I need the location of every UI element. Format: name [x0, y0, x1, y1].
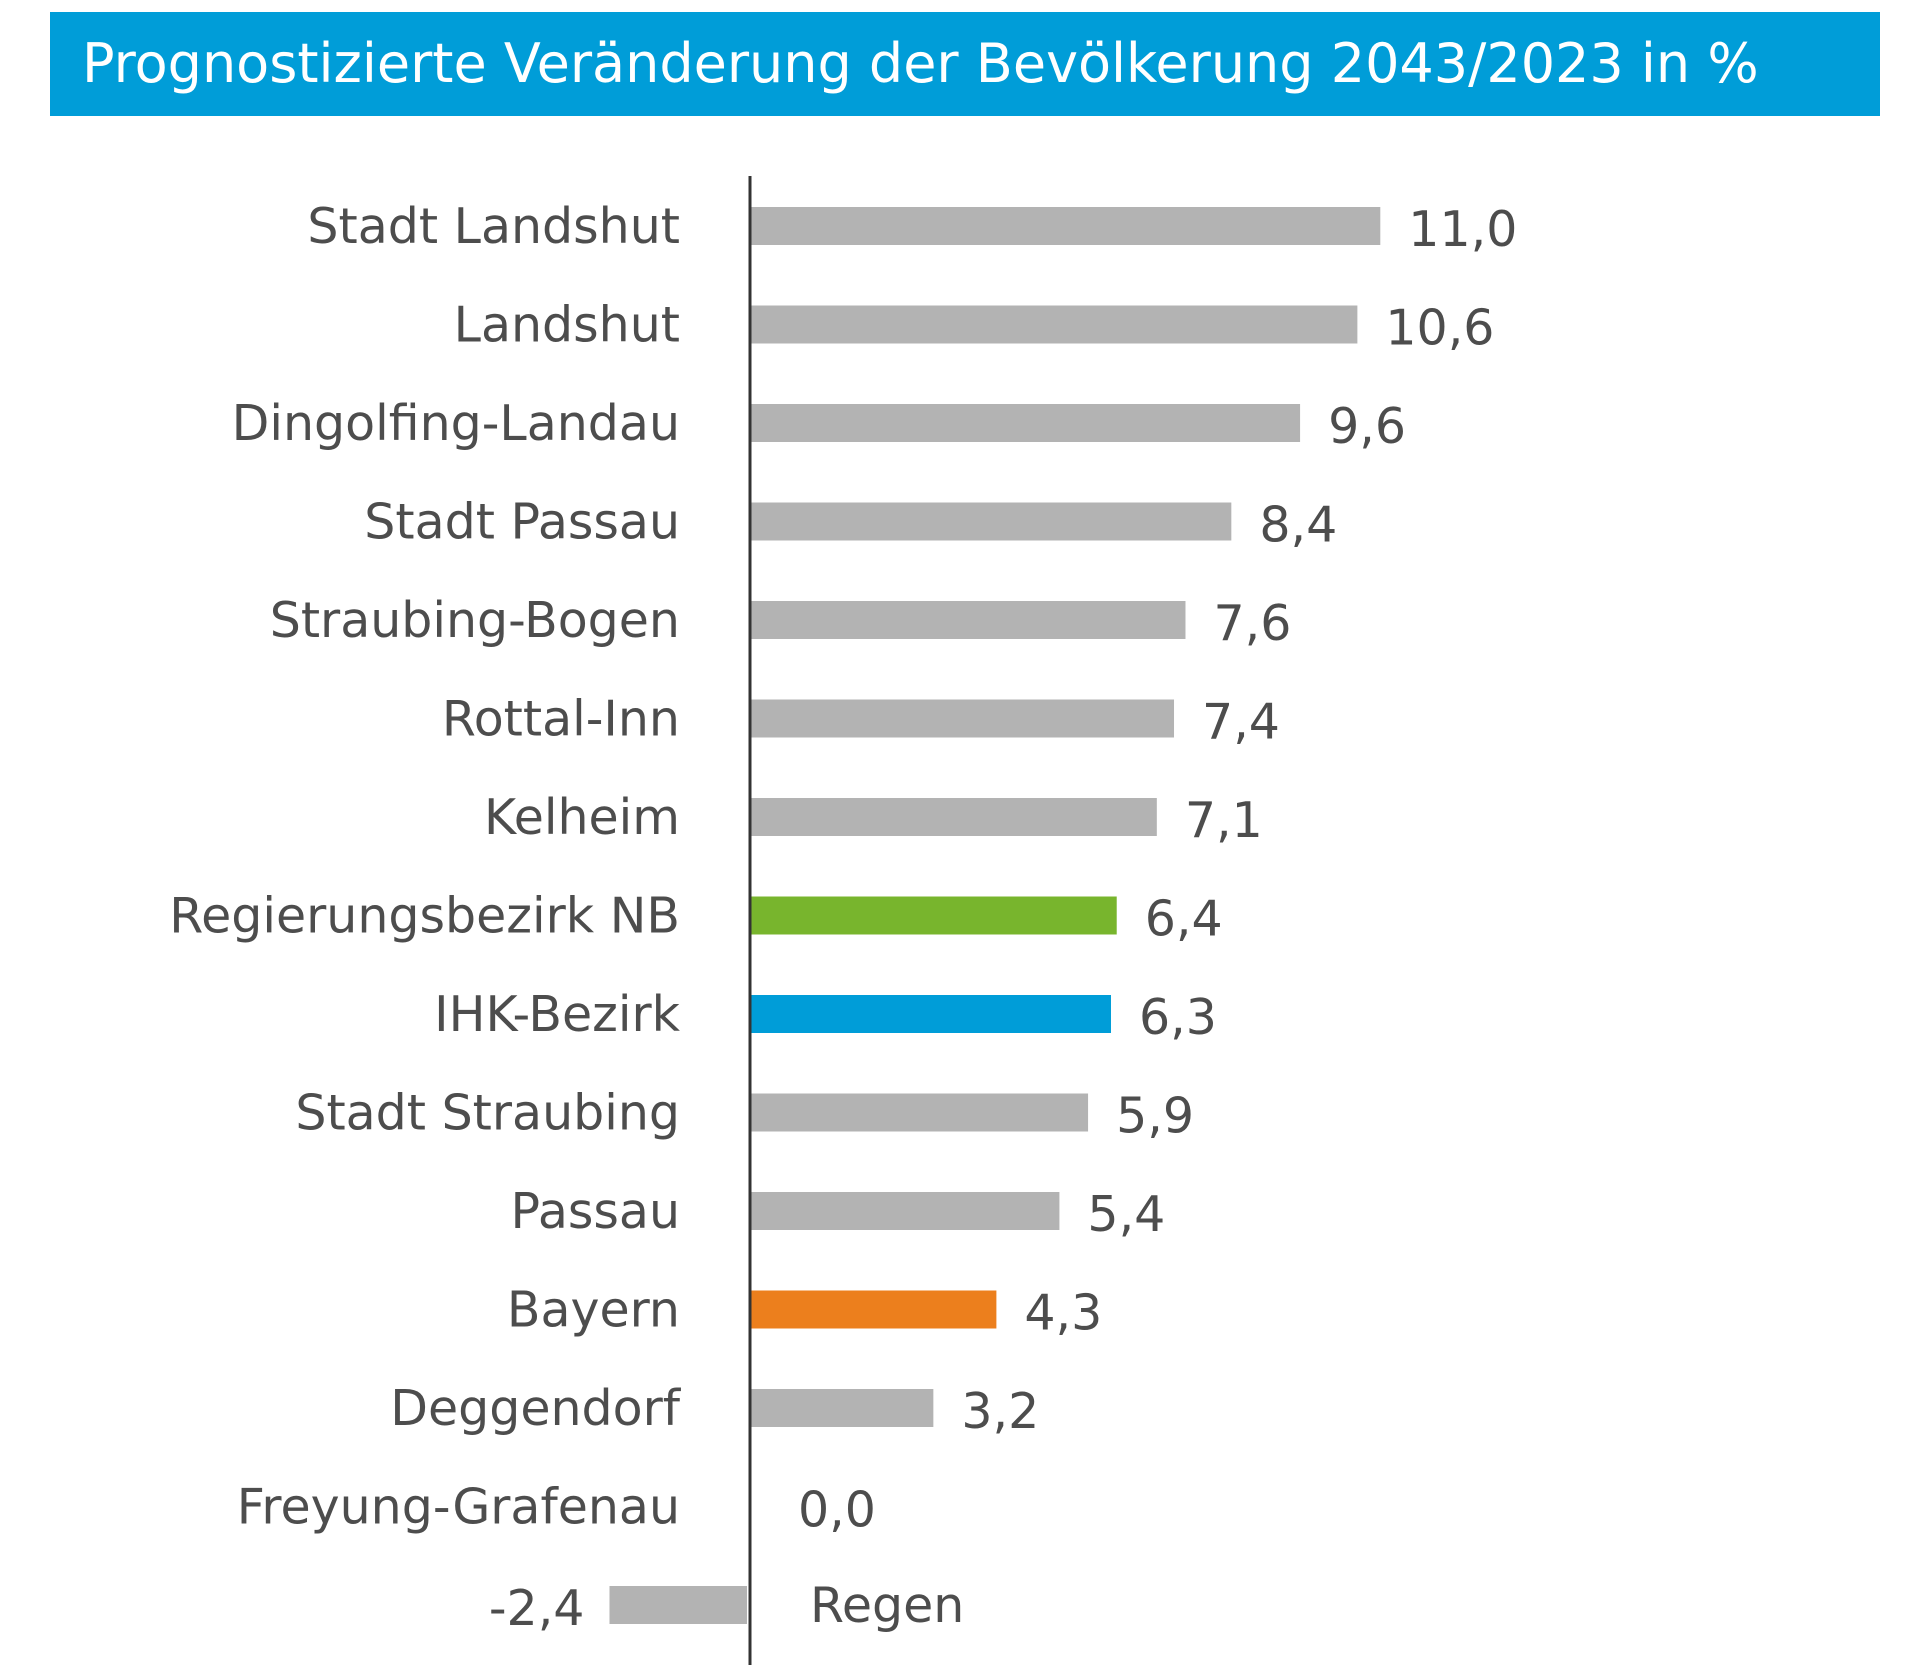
value-label: 9,6 [1328, 398, 1406, 455]
value-label: 11,0 [1408, 201, 1517, 258]
category-label: IHK-Bezirk [434, 986, 680, 1043]
bar [750, 798, 1157, 836]
bar [750, 305, 1358, 344]
category-label: Freyung-Grafenau [237, 1479, 680, 1536]
bar [750, 207, 1381, 245]
value-label: 7,6 [1213, 595, 1291, 652]
value-label: 6,3 [1139, 989, 1217, 1046]
category-label: Landshut [454, 297, 680, 354]
value-label: 7,4 [1202, 694, 1280, 751]
bar [750, 699, 1175, 738]
value-label: 4,3 [1024, 1285, 1102, 1342]
value-label: 6,4 [1145, 891, 1223, 948]
category-label: Passau [510, 1183, 680, 1240]
category-label: Rottal-Inn [442, 691, 680, 748]
bar [609, 1586, 747, 1624]
bar [750, 1389, 934, 1427]
bar [750, 601, 1186, 639]
bar [750, 404, 1301, 442]
bar [750, 1290, 997, 1329]
category-label: Kelheim [484, 789, 680, 846]
value-label: 5,4 [1087, 1186, 1165, 1243]
value-label: 10,6 [1385, 300, 1494, 357]
category-label: Regierungsbezirk NB [169, 888, 680, 945]
category-label: Dingolfing-Landau [232, 395, 680, 452]
category-label: Bayern [507, 1282, 680, 1339]
bar [750, 995, 1111, 1033]
value-label: 0,0 [798, 1482, 876, 1539]
value-label: 8,4 [1259, 497, 1337, 554]
chart-title: Prognostizierte Veränderung der Bevölker… [82, 32, 1759, 95]
value-label: 3,2 [961, 1383, 1039, 1440]
bar [750, 502, 1232, 541]
category-label: Stadt Passau [364, 494, 680, 551]
bar [750, 1093, 1089, 1132]
bar [750, 896, 1117, 935]
category-label: Deggendorf [390, 1380, 682, 1437]
bar [750, 1192, 1060, 1230]
chart-title-banner: Prognostizierte Veränderung der Bevölker… [50, 12, 1880, 116]
category-label: Stadt Straubing [295, 1085, 680, 1142]
value-label: -2,4 [489, 1580, 585, 1637]
category-label: Regen [810, 1577, 964, 1634]
category-label: Straubing-Bogen [270, 592, 680, 649]
value-label: 7,1 [1185, 792, 1263, 849]
category-label: Stadt Landshut [307, 198, 680, 255]
value-label: 5,9 [1116, 1088, 1194, 1145]
